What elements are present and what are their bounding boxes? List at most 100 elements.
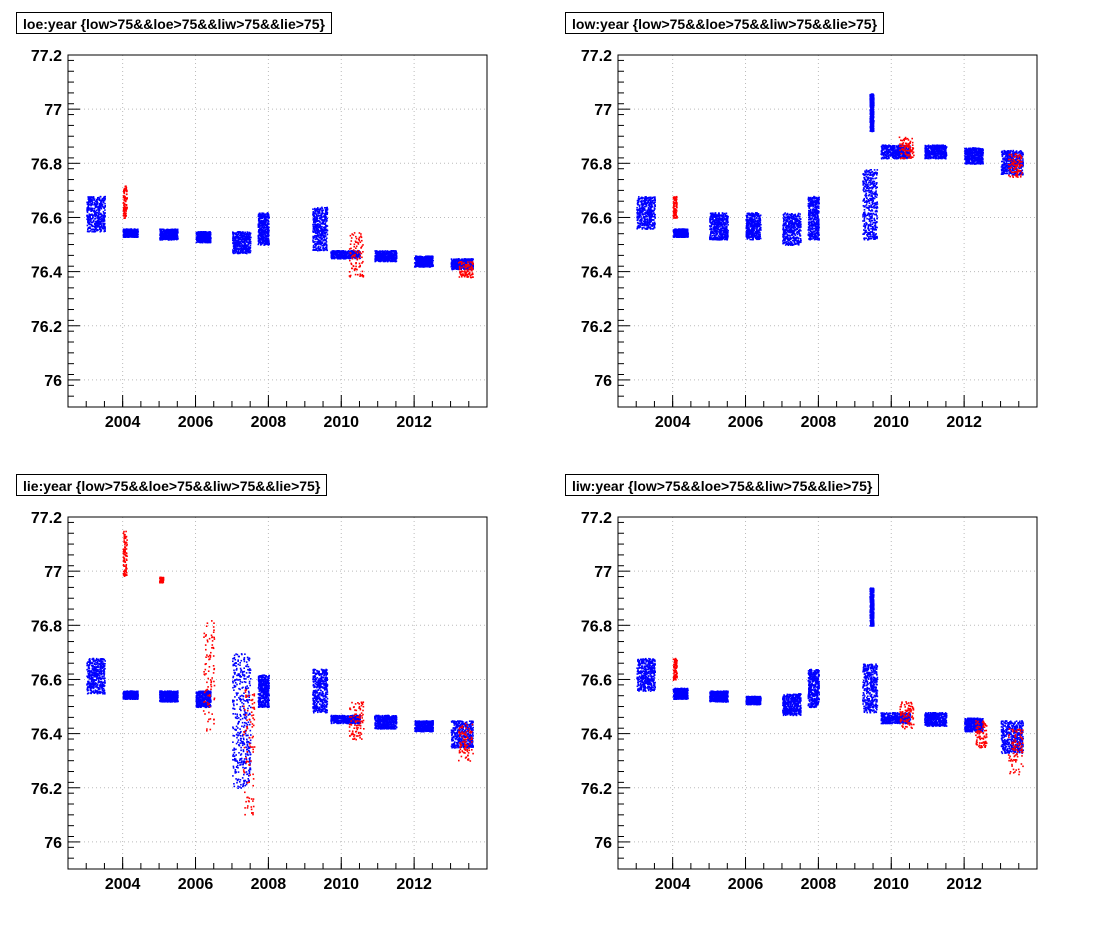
- data-point: [326, 218, 328, 220]
- data-point: [95, 205, 97, 207]
- data-point: [87, 216, 89, 218]
- data-point: [456, 267, 458, 269]
- data-point: [395, 251, 397, 253]
- data-point: [258, 240, 260, 242]
- data-point: [260, 216, 262, 218]
- data-point: [429, 260, 431, 262]
- data-point: [375, 253, 377, 255]
- data-point: [242, 237, 244, 239]
- data-point: [323, 244, 325, 246]
- data-point: [93, 231, 95, 233]
- data-point: [321, 212, 323, 214]
- data-point: [95, 200, 97, 202]
- data-point: [245, 250, 247, 252]
- data-point: [452, 264, 454, 266]
- data-point: [432, 262, 434, 264]
- data-point: [389, 253, 391, 255]
- data-point: [236, 234, 238, 236]
- data-point: [124, 236, 126, 238]
- data-point: [88, 198, 90, 200]
- data-point: [350, 263, 352, 265]
- data-point: [314, 224, 316, 226]
- point-cluster: [414, 255, 434, 267]
- data-point: [355, 266, 357, 268]
- data-point: [460, 274, 462, 276]
- data-point: [233, 239, 235, 241]
- data-point: [363, 276, 365, 278]
- data-point: [379, 255, 381, 257]
- data-point: [258, 214, 260, 216]
- data-point: [463, 262, 465, 264]
- data-point: [262, 241, 264, 243]
- data-point: [339, 258, 341, 260]
- y-tick-label: 76.4: [31, 265, 62, 282]
- data-point: [202, 231, 204, 233]
- data-point: [97, 216, 99, 218]
- data-point: [127, 230, 129, 232]
- data-point: [260, 225, 262, 227]
- data-point: [98, 225, 100, 227]
- data-point: [394, 252, 396, 254]
- data-point: [89, 230, 91, 232]
- data-point: [464, 272, 466, 274]
- data-point: [89, 221, 91, 223]
- data-point: [324, 228, 326, 230]
- data-point: [385, 259, 387, 261]
- data-point: [268, 215, 270, 217]
- data-point: [345, 251, 347, 253]
- data-point: [315, 209, 317, 211]
- data-point: [349, 275, 351, 277]
- data-point: [165, 236, 167, 238]
- data-point: [467, 271, 469, 273]
- data-point: [342, 250, 344, 252]
- data-point: [318, 215, 320, 217]
- data-point: [160, 237, 162, 239]
- point-cluster: [374, 250, 397, 262]
- data-point: [164, 232, 166, 234]
- data-point: [209, 237, 211, 239]
- data-point: [172, 235, 174, 237]
- data-point: [431, 265, 433, 267]
- data-point: [391, 254, 393, 256]
- data-point: [237, 245, 239, 247]
- data-point: [159, 228, 161, 230]
- data-point: [124, 212, 126, 214]
- data-point: [104, 230, 106, 232]
- data-point: [360, 241, 362, 243]
- data-point: [247, 250, 249, 252]
- data-point: [428, 262, 430, 264]
- data-point: [321, 207, 323, 209]
- data-point: [98, 208, 100, 210]
- data-point: [87, 204, 89, 206]
- data-point: [355, 247, 357, 249]
- data-point: [355, 262, 357, 264]
- data-point: [360, 233, 362, 235]
- data-point: [378, 253, 380, 255]
- data-point: [92, 217, 94, 219]
- data-point: [460, 261, 462, 263]
- data-point: [453, 266, 455, 268]
- data-point: [240, 243, 242, 245]
- data-point: [349, 255, 351, 257]
- data-point: [259, 229, 261, 231]
- data-point: [233, 252, 235, 254]
- data-point: [322, 238, 324, 240]
- data-point: [415, 265, 417, 267]
- data-point: [467, 261, 469, 263]
- data-point: [358, 254, 360, 256]
- data-point: [323, 227, 325, 229]
- data-point: [359, 237, 361, 239]
- data-point: [326, 237, 328, 239]
- data-point: [360, 273, 362, 275]
- data-point: [258, 225, 260, 227]
- data-point: [87, 231, 89, 233]
- data-point: [90, 214, 92, 216]
- data-point: [351, 256, 353, 258]
- data-point: [356, 246, 358, 248]
- data-point: [331, 258, 333, 260]
- data-point: [243, 252, 245, 254]
- data-point: [348, 258, 350, 260]
- data-point: [357, 252, 359, 254]
- data-point: [355, 241, 357, 243]
